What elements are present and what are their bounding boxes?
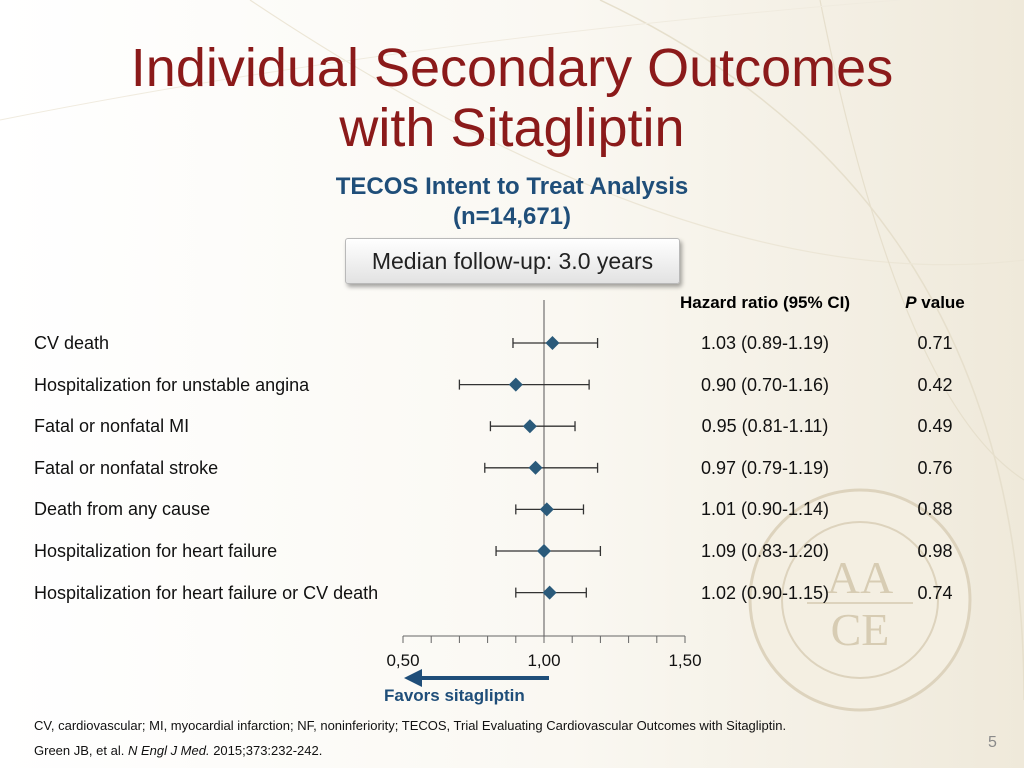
p-value: 0.74 (917, 582, 953, 603)
hazard-ratio-marker (545, 336, 560, 350)
chart-subtitle: TECOS Intent to Treat Analysis (n=14,671… (262, 172, 762, 232)
p-value: 0.71 (917, 333, 953, 353)
hazard-ratio-header: Hazard ratio (95% CI) (679, 293, 851, 312)
svg-text:AA: AA (827, 552, 893, 603)
hazard-ratio-marker (508, 377, 523, 392)
outcome-label: Fatal or nonfatal MI (34, 416, 190, 437)
hazard-ratio-marker (528, 460, 543, 475)
hazard-ratio-marker (537, 544, 551, 558)
x-tick-label: 0,50 (386, 651, 419, 670)
slide-title: Individual Secondary Outcomes with Sitag… (0, 38, 1024, 158)
outcome-label: Death from any cause (34, 499, 211, 520)
subtitle-line-2: (n=14,671) (452, 203, 572, 230)
outcome-label: CV death (34, 333, 110, 353)
hazard-ratio-value: 0.95 (0.81-1.11) (701, 416, 829, 437)
p-value-header: P value (880, 293, 990, 313)
hazard-ratio-marker (542, 585, 557, 600)
p-value: 0.49 (917, 416, 953, 437)
title-line-2: with Sitagliptin (339, 98, 685, 158)
p-value: 0.42 (917, 374, 953, 395)
citation-journal: N Engl J Med. (127, 743, 210, 758)
hazard-ratio-marker (522, 419, 537, 434)
x-tick-label: 1,50 (668, 651, 701, 670)
outcome-label: Hospitalization for unstable angina (34, 374, 310, 395)
p-header-italic: P (905, 293, 917, 312)
followup-callout: Median follow-up: 3.0 years (345, 238, 680, 284)
favors-arrow-head (404, 669, 422, 687)
p-header-rest: value (916, 293, 965, 312)
p-value: 0.98 (917, 541, 953, 561)
citation: Green JB, et al. N Engl J Med. 2015;373:… (34, 743, 322, 758)
title-line-1: Individual Secondary Outcomes (130, 38, 894, 98)
p-value: 0.76 (917, 457, 953, 478)
outcome-label: Hospitalization for heart failure or CV … (34, 582, 379, 603)
page-number: 5 (988, 734, 997, 751)
aace-seal-logo: AA CE (748, 488, 972, 712)
hazard-ratio-value: 0.97 (0.79-1.19) (700, 457, 830, 478)
x-tick-label: 1,00 (527, 651, 560, 670)
hazard-ratio-value: 1.01 (0.90-1.14) (700, 499, 830, 520)
outcome-label: Fatal or nonfatal stroke (34, 457, 219, 478)
footnote-definitions: CV, cardiovascular; MI, myocardial infar… (34, 718, 787, 733)
citation-authors: Green JB, et al. (34, 743, 128, 758)
p-value: 0.88 (917, 499, 953, 520)
subtitle-line-1: TECOS Intent to Treat Analysis (335, 173, 689, 200)
hazard-ratio-value: 0.90 (0.70-1.16) (700, 374, 830, 395)
hazard-ratio-value: 1.03 (0.89-1.19) (700, 333, 830, 353)
hazard-ratio-value: 1.02 (0.90-1.15) (700, 582, 830, 603)
hazard-ratio-marker (539, 502, 554, 517)
citation-rest: 2015;373:232-242. (209, 743, 323, 758)
hazard-ratio-value: 1.09 (0.83-1.20) (700, 541, 830, 561)
svg-text:CE: CE (831, 604, 890, 655)
outcome-label: Hospitalization for heart failure (34, 541, 278, 561)
favors-sitagliptin-label: Favors sitagliptin (384, 686, 525, 705)
